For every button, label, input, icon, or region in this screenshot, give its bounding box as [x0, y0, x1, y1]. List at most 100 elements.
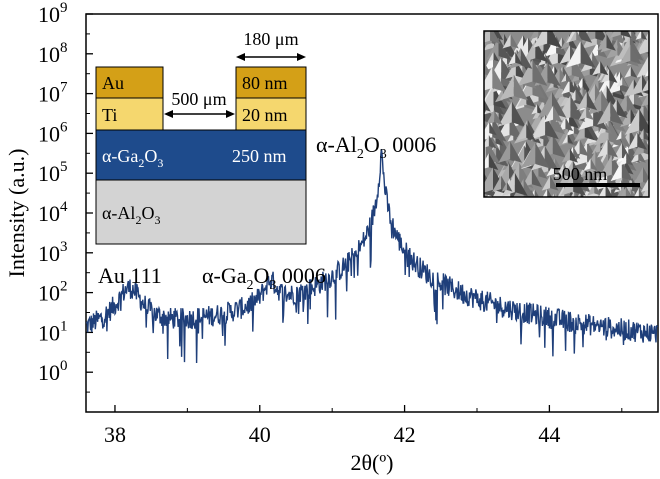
sem-grain	[509, 48, 521, 69]
sem-grain	[492, 66, 507, 93]
sem-grain	[532, 74, 546, 100]
sem-grain	[601, 68, 610, 83]
sem-grain	[630, 74, 643, 96]
sem-grain	[575, 123, 585, 141]
sem-grain	[619, 44, 631, 65]
sem-grain	[649, 195, 654, 204]
sem-grain	[605, 184, 613, 197]
right-au-pad	[235, 66, 307, 99]
sem-grain	[560, 34, 570, 50]
sem-grain	[542, 188, 548, 197]
sem-grain	[643, 136, 649, 155]
sem-grain	[502, 33, 511, 49]
sem-grain	[516, 123, 527, 141]
sem-grain	[547, 31, 562, 48]
sem-grain	[499, 74, 514, 101]
sem-grain	[598, 184, 606, 197]
sem-grain	[621, 130, 627, 141]
sem-grain	[507, 131, 514, 142]
sem-grain	[551, 193, 554, 197]
sem-grain	[638, 188, 644, 197]
sem-grain	[537, 91, 553, 118]
y-tick-label: 101	[38, 318, 68, 345]
sem-grain	[597, 100, 611, 125]
sem-grain	[513, 74, 529, 101]
sem-grain	[616, 130, 622, 141]
sem-grain	[514, 172, 528, 197]
sem-grain	[484, 85, 494, 108]
sem-grain	[606, 38, 618, 59]
sem-grain	[501, 175, 511, 192]
sem-grain	[587, 90, 602, 115]
sem-grain	[547, 188, 552, 197]
sem-grain	[638, 149, 646, 163]
sem-grain	[469, 56, 481, 77]
sem-grain	[569, 31, 577, 42]
sem-grain	[488, 152, 499, 171]
sem-grain	[586, 91, 598, 111]
left-au-pad	[95, 66, 164, 99]
sem-grain	[510, 141, 523, 163]
sem-grain	[531, 114, 546, 140]
sem-grain	[573, 146, 581, 159]
sem-grain	[506, 181, 513, 192]
sem-grain	[575, 89, 583, 103]
sem-grain	[469, 99, 483, 124]
ga2o3-thickness-label: 250 nm	[232, 146, 287, 166]
sem-grain	[587, 182, 595, 196]
sem-grain	[561, 73, 567, 83]
ga2o3-layer	[95, 129, 307, 181]
sem-grain	[566, 122, 574, 136]
sem-grain	[553, 193, 556, 197]
sem-grain	[498, 141, 511, 163]
sem-grain	[624, 66, 631, 78]
sem-grain	[484, 61, 493, 77]
sem-grain	[576, 91, 587, 111]
sem-grain	[643, 166, 649, 184]
pad-width-arrow-right-head	[297, 53, 306, 61]
sem-grain	[608, 119, 624, 146]
x-tick-label: 42	[394, 422, 416, 447]
al2o3-layer	[95, 179, 307, 245]
sem-grain	[617, 38, 629, 59]
sem-grain	[520, 48, 533, 69]
sem-grain	[611, 180, 621, 197]
sem-grain	[643, 128, 649, 141]
sem-grain	[621, 160, 634, 182]
sem-grain	[555, 95, 571, 122]
peak-label-al2o3: α-Al2O3 0006	[316, 132, 436, 162]
sem-grain	[570, 190, 575, 197]
sem-grain	[489, 121, 497, 136]
sem-grain	[641, 177, 649, 193]
pad-width-arrow-left-head	[236, 53, 245, 61]
sem-grain	[553, 105, 563, 123]
gap-label: 500 μm	[171, 89, 226, 109]
gap-arrow-left-head	[164, 110, 173, 118]
sem-grain	[627, 132, 638, 150]
sem-grain	[580, 150, 596, 178]
sem-grain	[623, 78, 634, 97]
sem-grain	[616, 98, 628, 119]
sem-grain	[624, 108, 640, 135]
sem-grain	[543, 105, 554, 123]
sem-grain	[644, 68, 649, 77]
sem-grain	[545, 114, 559, 140]
sem-grain	[643, 102, 649, 122]
y-tick-label: 108	[38, 40, 68, 67]
sem-grain	[484, 121, 490, 135]
sem-grain	[626, 153, 634, 166]
xrd-series-line	[85, 148, 659, 364]
sem-grain	[492, 175, 502, 192]
sem-grain	[593, 103, 608, 131]
left-ti-pad	[95, 97, 164, 131]
sem-grain	[507, 51, 516, 67]
sem-grain	[567, 134, 574, 144]
device-schematic-inset: Au Ti 80 nm 20 nm 500 μm 180 μm α-Ga2O3 …	[95, 29, 307, 245]
sem-grain	[569, 110, 579, 129]
sem-grain	[484, 99, 491, 112]
sem-grain	[595, 150, 611, 178]
y-tick-label: 109	[38, 0, 68, 27]
sem-grain	[490, 31, 501, 44]
peak-label-au111: Au 111	[98, 263, 162, 288]
